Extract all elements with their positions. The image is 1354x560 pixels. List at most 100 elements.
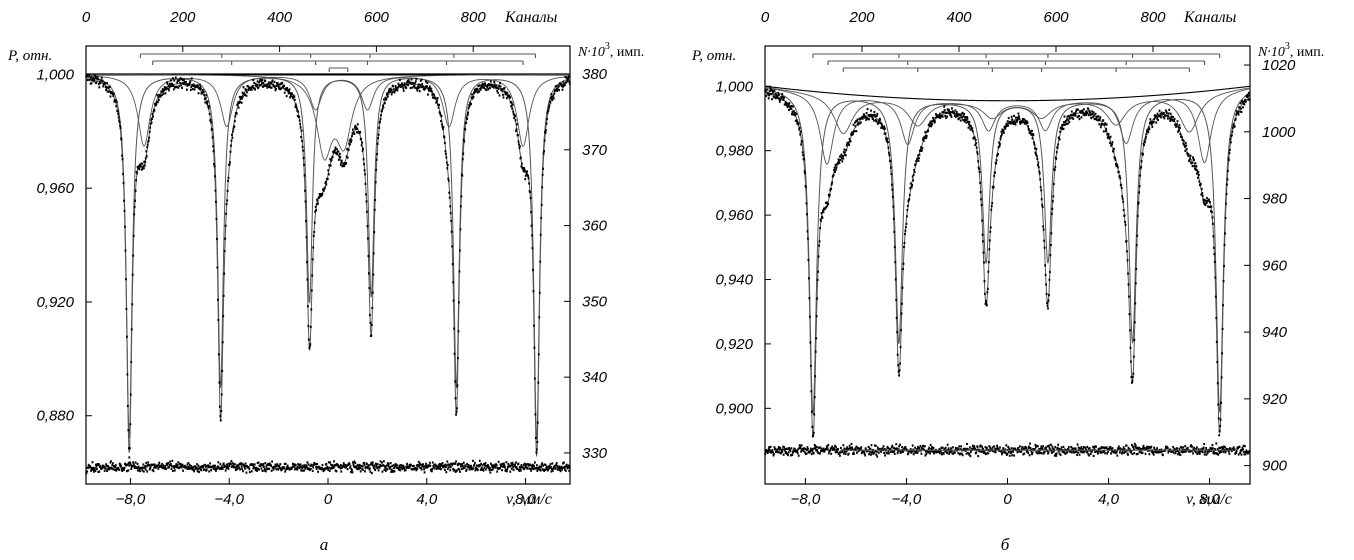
data-point xyxy=(224,224,227,227)
data-point xyxy=(855,130,858,133)
data-point xyxy=(203,93,206,97)
data-point xyxy=(1126,259,1129,262)
residual-point xyxy=(968,452,971,455)
residual-point xyxy=(192,466,195,469)
data-point xyxy=(948,112,951,115)
residual-point xyxy=(512,466,515,469)
data-point xyxy=(302,149,304,152)
data-point xyxy=(1131,381,1133,384)
data-point xyxy=(349,138,352,141)
residual-point xyxy=(176,464,179,467)
residual-point xyxy=(904,447,906,450)
residual-point xyxy=(1220,449,1223,452)
data-point xyxy=(990,205,993,208)
residual-point xyxy=(1242,444,1245,447)
data-point xyxy=(324,180,327,184)
data-point xyxy=(422,85,425,88)
residual-point xyxy=(1121,452,1124,455)
data-point xyxy=(488,84,491,87)
data-point xyxy=(444,152,447,156)
data-point xyxy=(353,132,356,135)
data-point xyxy=(892,217,895,220)
data-point xyxy=(179,77,182,80)
data-point xyxy=(356,127,359,130)
residual-point xyxy=(1089,452,1092,455)
data-point xyxy=(140,162,143,165)
data-point xyxy=(1224,232,1226,235)
data-point xyxy=(121,158,124,161)
residual-point xyxy=(1074,447,1077,450)
tick-marks-b xyxy=(764,46,1250,484)
data-point xyxy=(326,177,329,180)
data-point xyxy=(179,82,182,85)
data-point xyxy=(135,170,138,174)
residual-point xyxy=(1127,446,1130,449)
data-point xyxy=(362,147,364,150)
residual-point xyxy=(766,451,769,455)
data-point xyxy=(1080,111,1082,114)
residual-point xyxy=(946,451,949,455)
data-point xyxy=(1067,119,1070,122)
residual-point xyxy=(230,460,233,463)
data-point xyxy=(418,90,421,93)
data-point xyxy=(1156,117,1159,120)
data-point xyxy=(417,87,420,90)
data-point xyxy=(997,152,999,156)
data-point xyxy=(387,90,390,93)
data-point xyxy=(1182,142,1185,145)
data-point xyxy=(978,170,981,174)
residual-point xyxy=(172,465,175,468)
residual-point xyxy=(87,463,90,466)
data-point xyxy=(938,115,941,119)
data-point xyxy=(556,89,559,92)
data-point xyxy=(1222,280,1225,283)
residual-point xyxy=(327,461,330,464)
data-point xyxy=(847,141,850,144)
data-point xyxy=(125,278,127,281)
data-point xyxy=(156,94,159,97)
residual-point xyxy=(546,465,548,468)
data-point xyxy=(1102,119,1105,122)
data-point xyxy=(411,86,414,89)
residual-point xyxy=(1088,447,1091,450)
residual-point xyxy=(504,468,507,471)
data-point xyxy=(1228,151,1231,155)
residual-point xyxy=(355,465,358,468)
residual-point xyxy=(949,451,952,454)
data-point xyxy=(1176,123,1178,126)
data-point xyxy=(1204,203,1207,207)
data-point xyxy=(141,162,144,165)
residual-point xyxy=(1010,451,1013,454)
data-point xyxy=(936,116,939,119)
data-point xyxy=(946,115,949,118)
data-point xyxy=(453,327,455,330)
top-axis-title-a: Каналы xyxy=(504,9,558,26)
residual-point xyxy=(883,451,885,455)
data-point xyxy=(1078,117,1081,121)
data-point xyxy=(1139,174,1142,177)
residual-point xyxy=(966,447,969,451)
data-point xyxy=(1226,178,1229,181)
data-point xyxy=(156,100,158,104)
data-point xyxy=(167,84,170,87)
data-point xyxy=(118,119,121,122)
data-point xyxy=(778,100,781,103)
data-point xyxy=(815,315,818,318)
residual-point xyxy=(1191,445,1193,448)
data-point xyxy=(1130,375,1133,379)
residual-point xyxy=(1115,451,1118,454)
residual-point xyxy=(422,465,425,468)
data-point xyxy=(406,80,409,83)
data-point xyxy=(477,84,480,88)
residual-point xyxy=(538,465,541,468)
data-point xyxy=(261,82,263,85)
residual-point xyxy=(1118,451,1121,454)
data-point xyxy=(182,78,184,82)
data-point xyxy=(902,262,905,265)
data-point xyxy=(386,95,389,98)
data-point xyxy=(472,95,475,99)
data-point xyxy=(527,177,530,180)
residual-point xyxy=(394,465,396,468)
residual-point xyxy=(921,446,923,449)
data-point xyxy=(474,90,477,93)
